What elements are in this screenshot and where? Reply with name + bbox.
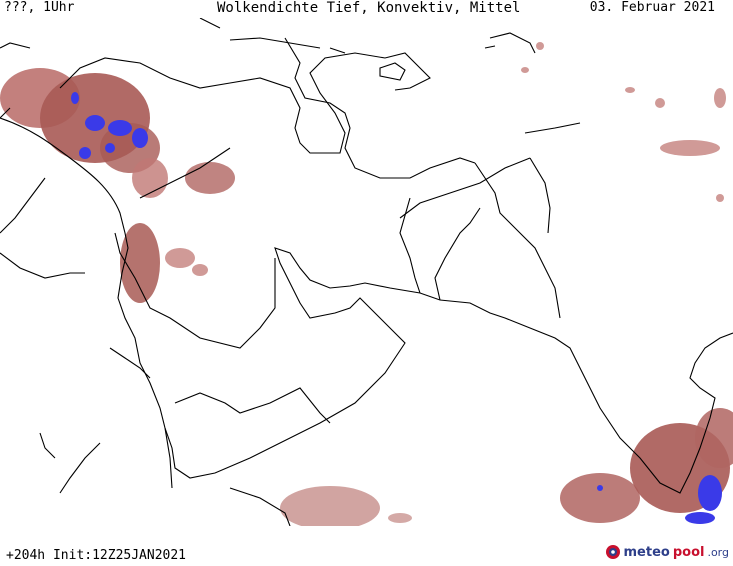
weather-map (0, 18, 733, 526)
meteopool-logo[interactable]: meteo pool .org (605, 544, 729, 560)
convective-layer (71, 92, 722, 524)
map-title: Wolkendichte Tief, Konvektiv, Mittel (217, 0, 521, 16)
run-label: ???, 1Uhr (4, 0, 75, 15)
forecast-init-label: +204h Init:12Z25JAN2021 (6, 548, 187, 563)
valid-date: 03. Februar 2021 (589, 0, 715, 15)
coastlines (0, 18, 733, 526)
logo-text-meteo: meteo (623, 544, 670, 560)
cloud-density-layer (0, 42, 733, 526)
meteopool-logo-icon (605, 545, 620, 559)
logo-text-pool: pool (672, 544, 705, 560)
logo-text-org: .org (707, 545, 729, 559)
